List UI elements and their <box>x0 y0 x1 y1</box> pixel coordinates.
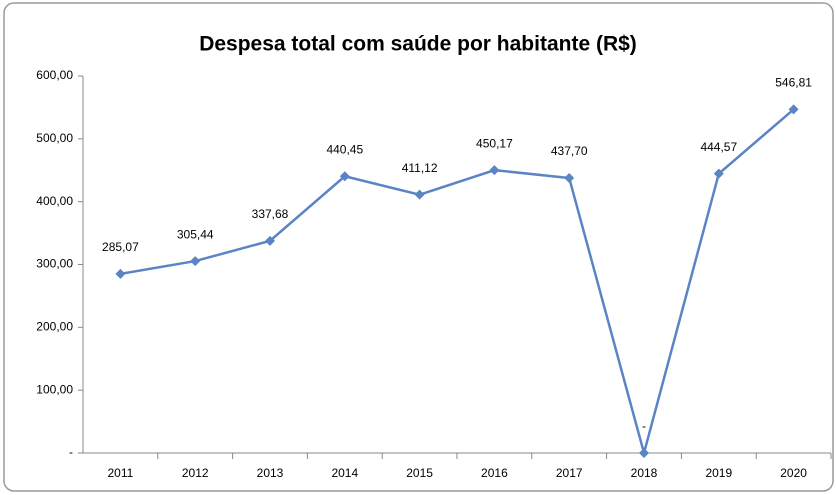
data-label: 546,81 <box>775 76 812 90</box>
y-tick-label: 200,00 <box>36 320 73 334</box>
marker <box>339 171 350 182</box>
x-tick-label: 2011 <box>107 466 133 480</box>
x-tick-label: 2017 <box>556 466 583 480</box>
marker <box>414 189 425 200</box>
y-tick-label: 100,00 <box>36 382 73 396</box>
x-tick-label: 2014 <box>331 466 358 480</box>
y-tick-label: - <box>69 445 73 459</box>
marker <box>564 172 575 183</box>
data-label: 305,44 <box>177 227 214 241</box>
data-label: 444,57 <box>700 140 737 154</box>
x-tick-label: 2013 <box>257 466 284 480</box>
marker <box>713 168 724 179</box>
y-tick-label: 600,00 <box>36 68 73 82</box>
data-label: 411,12 <box>402 161 438 175</box>
marker <box>489 165 500 176</box>
x-tick-label: 2012 <box>182 466 209 480</box>
data-label: 285,07 <box>102 240 139 254</box>
marker <box>265 235 275 246</box>
y-tick-label: 400,00 <box>36 194 73 208</box>
x-tick-label: 2018 <box>631 466 658 480</box>
x-tick-label: 2016 <box>481 466 508 480</box>
data-label: 450,17 <box>476 136 513 150</box>
chart-frame <box>3 2 834 492</box>
data-label: 337,68 <box>252 207 289 221</box>
marker <box>190 256 201 267</box>
line <box>120 108 795 458</box>
x-tick-label: 2019 <box>705 466 732 480</box>
data-label: - <box>642 419 646 433</box>
x-tick-label: 2020 <box>780 466 807 480</box>
data-label: 437,70 <box>551 144 588 158</box>
data-label: 440,45 <box>326 142 363 156</box>
chart-title: Despesa total com saúde por habitante (R… <box>199 33 637 56</box>
y-tick-label: 500,00 <box>36 131 73 145</box>
x-tick-label: 2015 <box>406 466 433 480</box>
marker <box>639 448 649 458</box>
marker <box>788 104 799 115</box>
y-tick-label: 300,00 <box>36 257 73 271</box>
marker <box>115 268 126 279</box>
